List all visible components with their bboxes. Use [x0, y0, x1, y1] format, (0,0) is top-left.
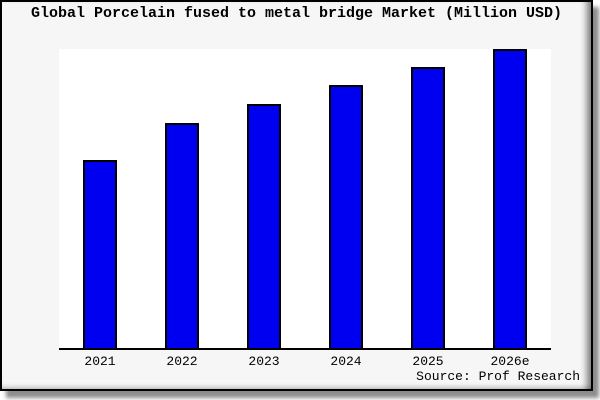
chart-title: Global Porcelain fused to metal bridge M…: [30, 5, 563, 22]
bar-slot: [387, 49, 469, 348]
bar-2025: [411, 67, 445, 348]
x-tick-2022: 2022: [166, 354, 198, 369]
bar-2026e: [493, 49, 527, 348]
x-tick-2024: 2024: [330, 354, 362, 369]
bar-2021: [83, 160, 117, 348]
x-axis-labels: 2021 2022 2023 2024 2025 2026e: [59, 354, 551, 369]
bar-slot: [305, 49, 387, 348]
bar-2024: [329, 85, 363, 348]
plot-area: [59, 49, 551, 350]
bar-slot: [141, 49, 223, 348]
x-tick-2025: 2025: [412, 354, 444, 369]
bar-slot: [469, 49, 551, 348]
chart-frame: Global Porcelain fused to metal bridge M…: [0, 0, 593, 391]
bar-slot: [223, 49, 305, 348]
bar-slot: [59, 49, 141, 348]
x-tick-2026e: 2026e: [490, 354, 530, 369]
x-tick-2021: 2021: [84, 354, 116, 369]
x-tick-2023: 2023: [248, 354, 280, 369]
bar-2023: [247, 104, 281, 348]
source-note: Source: Prof Research: [416, 369, 580, 384]
bar-2022: [165, 123, 199, 348]
